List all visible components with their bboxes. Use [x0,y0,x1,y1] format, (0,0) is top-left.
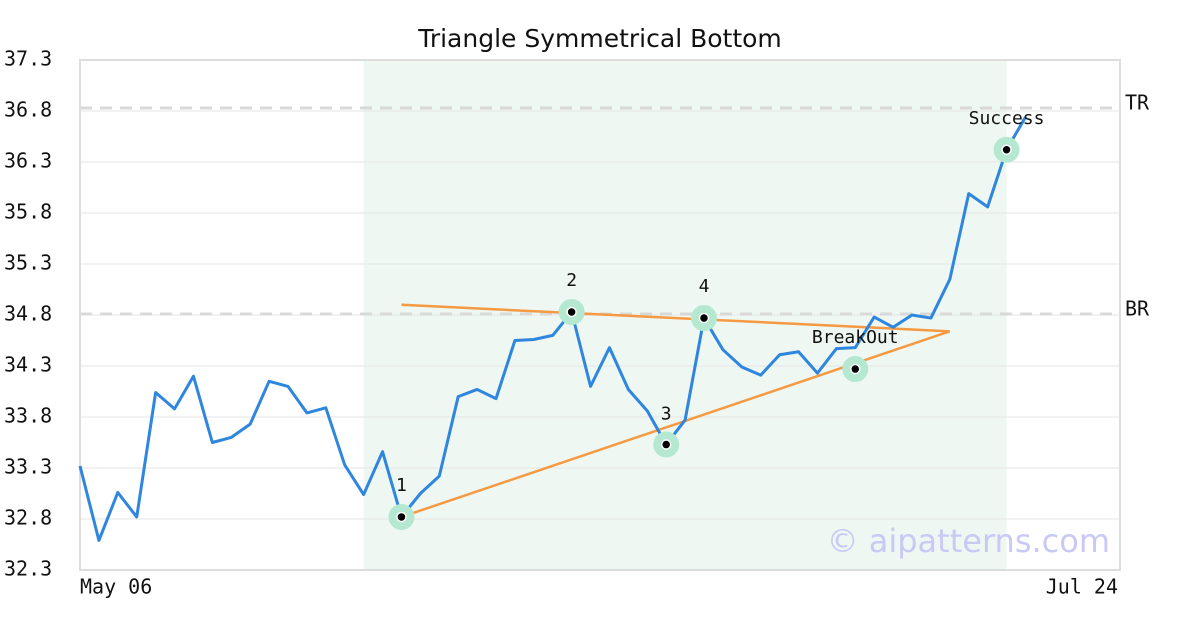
marker-label: BreakOut [812,327,899,348]
chart-title: Triangle Symmetrical Bottom [417,24,782,53]
marker-label: 3 [661,404,672,425]
marker-dot [850,363,861,375]
y-tick-label: 34.8 [4,302,52,326]
y-tick-label: 32.8 [4,506,52,530]
trend-line [401,303,950,333]
level-label: TR [1125,90,1150,114]
marker-dot [396,511,407,523]
y-tick-label: 34.3 [4,353,52,377]
marker-label: 1 [396,475,407,496]
marker-dot [660,439,672,450]
marker-dot [698,312,710,324]
y-tick-label: 36.8 [4,98,52,122]
y-tick-label: 33.8 [4,404,52,428]
y-tick-label: 32.3 [4,557,52,581]
plot-frame [79,59,1121,571]
price-line [78,116,1027,542]
x-tick-label: Jul 24 [1046,575,1118,599]
marker-label: Success [969,108,1045,129]
marker-label: 4 [699,276,710,297]
y-tick-label: 33.3 [4,455,52,479]
x-tick-label: May 06 [80,575,152,599]
y-tick-label: 35.8 [4,200,52,224]
watermark: © aipatterns.com [827,522,1110,560]
y-tick-label: 36.3 [4,149,52,173]
y-tick-label: 35.3 [4,251,52,275]
y-tick-label: 37.3 [4,47,52,71]
marker-dot [566,306,577,318]
level-label: BR [1125,296,1150,320]
marker-dot [1001,144,1012,156]
marker-label: 2 [566,270,577,291]
